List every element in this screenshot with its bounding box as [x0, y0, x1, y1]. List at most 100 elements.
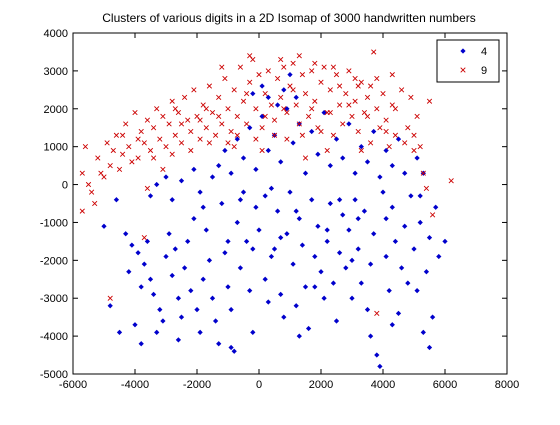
data-point — [386, 144, 392, 150]
data-point — [98, 170, 104, 176]
data-point — [247, 125, 253, 131]
data-point — [271, 117, 278, 123]
data-point — [206, 257, 213, 263]
data-point — [265, 94, 271, 101]
data-point — [305, 325, 312, 332]
data-point — [175, 109, 182, 116]
data-point — [225, 140, 231, 146]
data-point — [256, 72, 262, 78]
data-point — [181, 265, 188, 271]
data-point — [392, 132, 399, 138]
data-point — [429, 212, 436, 218]
data-point — [352, 98, 358, 104]
y-tick-label: -3000 — [40, 293, 68, 305]
data-point — [355, 83, 361, 89]
data-point — [234, 219, 240, 226]
data-point — [287, 72, 293, 78]
data-point — [240, 155, 247, 161]
data-point — [278, 291, 284, 298]
data-point — [181, 94, 188, 101]
data-point — [150, 155, 157, 161]
legend: 49 — [436, 39, 500, 83]
data-point — [383, 128, 389, 135]
data-point — [234, 132, 240, 138]
data-point — [361, 208, 368, 214]
data-point — [392, 238, 399, 245]
data-point — [216, 341, 222, 347]
data-point — [110, 147, 116, 154]
data-point — [290, 261, 296, 267]
data-point — [312, 253, 318, 260]
data-point — [426, 98, 433, 104]
data-point — [318, 128, 324, 135]
data-point — [386, 288, 392, 294]
data-point — [157, 306, 163, 313]
data-point — [85, 181, 92, 188]
data-point — [219, 121, 225, 127]
data-point — [203, 227, 209, 233]
data-point — [250, 329, 256, 335]
data-point — [414, 113, 420, 119]
series-9 — [79, 49, 454, 316]
data-point — [116, 166, 123, 173]
data-point — [358, 79, 364, 85]
data-point — [259, 83, 265, 89]
data-point — [231, 348, 237, 354]
data-point — [318, 269, 324, 275]
data-point — [250, 90, 256, 97]
data-point — [349, 295, 355, 301]
data-point — [274, 75, 281, 82]
data-point — [374, 75, 380, 82]
data-point — [389, 162, 395, 169]
data-point — [355, 246, 361, 252]
data-point — [268, 253, 275, 260]
data-point — [259, 147, 265, 154]
legend-label-9: 9 — [481, 65, 487, 77]
data-point — [321, 109, 327, 116]
data-point — [178, 314, 185, 320]
data-point — [321, 64, 327, 70]
y-tick-label: 2000 — [44, 104, 68, 116]
data-point — [216, 94, 222, 101]
x-tick-label: -4000 — [121, 379, 149, 391]
x-tick-label: 2000 — [309, 379, 333, 391]
data-point — [414, 288, 420, 294]
data-point — [374, 310, 380, 316]
data-point — [309, 197, 315, 203]
data-point — [228, 170, 234, 176]
data-point — [358, 144, 364, 150]
series-4 — [101, 72, 448, 370]
data-point — [436, 253, 442, 260]
data-point — [79, 170, 85, 176]
data-point — [380, 189, 386, 195]
data-point — [352, 75, 358, 82]
data-point — [302, 170, 309, 176]
data-point — [237, 265, 244, 271]
data-point — [374, 352, 380, 358]
data-point — [101, 174, 107, 180]
data-point — [330, 132, 337, 138]
data-point — [398, 265, 405, 271]
data-point — [417, 144, 423, 150]
data-point — [157, 136, 163, 142]
x-tick-label: 4000 — [371, 379, 395, 391]
data-point — [290, 87, 296, 93]
data-point — [405, 125, 411, 131]
data-point — [271, 246, 278, 252]
data-point — [231, 144, 237, 150]
data-point — [253, 136, 259, 142]
data-point — [225, 238, 231, 245]
data-point — [278, 159, 284, 165]
data-point — [247, 53, 253, 59]
data-point — [135, 250, 141, 256]
data-point — [340, 212, 346, 218]
data-point — [231, 87, 237, 93]
data-point — [262, 276, 268, 282]
plot-area — [79, 49, 454, 370]
y-tick-label: -5000 — [40, 369, 68, 381]
data-point — [423, 185, 430, 191]
data-point — [309, 128, 315, 135]
data-point — [265, 147, 271, 154]
data-point — [402, 140, 408, 146]
y-tick-label: 0 — [62, 180, 68, 192]
